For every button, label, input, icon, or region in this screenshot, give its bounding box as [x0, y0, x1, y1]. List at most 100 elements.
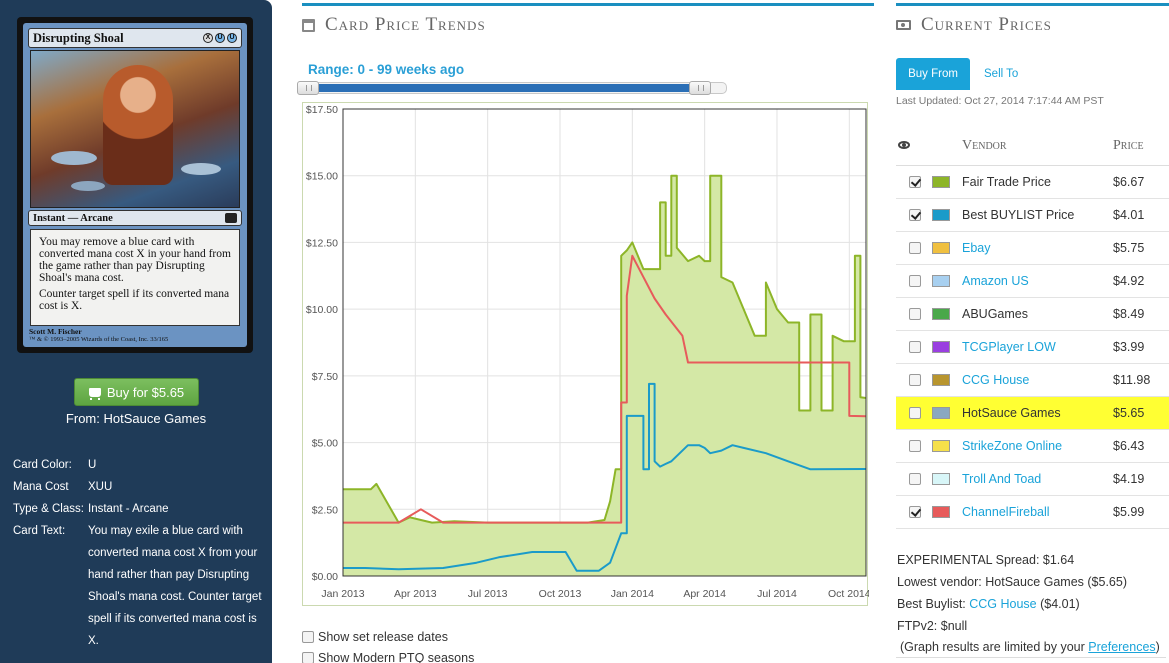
vendor-visibility-checkbox[interactable]: [909, 308, 921, 321]
best-buylist-vendor-link[interactable]: CCG House: [969, 597, 1037, 611]
vendor-visibility-checkbox[interactable]: [909, 341, 921, 354]
vendor-swatch-cell: [932, 231, 962, 265]
card-art: [30, 50, 240, 208]
vendor-color-swatch: [932, 407, 950, 420]
vendor-name[interactable]: Troll And Toad: [962, 471, 1042, 486]
range-label: Range: 0 - 99 weeks ago: [308, 62, 465, 77]
vendor-row: HotSauce Games $5.65: [896, 396, 1169, 430]
vendor-name-cell: Fair Trade Price: [962, 165, 1113, 199]
vendor-swatch-cell: [932, 495, 962, 529]
buy-button[interactable]: Buy for $5.65: [74, 378, 199, 406]
vendor-visibility-cell: [896, 165, 932, 199]
vendor-visibility-checkbox[interactable]: [909, 242, 921, 255]
art-figure: [103, 65, 173, 185]
shopping-cart-icon: [88, 387, 101, 400]
show-ptq-seasons-toggle[interactable]: Show Modern PTQ seasons: [302, 651, 474, 663]
vendor-visibility-checkbox[interactable]: [909, 176, 921, 189]
y-tick-label: $17.50: [306, 104, 338, 116]
vendor-visibility-checkbox[interactable]: [909, 506, 921, 519]
swatch-column-header: [932, 128, 962, 166]
vendor-visibility-checkbox[interactable]: [909, 473, 921, 486]
y-tick-label: $0.00: [312, 571, 338, 583]
eye-icon: [898, 141, 910, 150]
preferences-note-prefix: (Graph results are limited by your: [900, 640, 1089, 654]
show-release-dates-toggle[interactable]: Show set release dates: [302, 630, 448, 644]
range-slider-handle-start[interactable]: [297, 81, 319, 95]
vendor-swatch-cell: [932, 165, 962, 199]
price-stats: EXPERIMENTAL Spread: $1.64 Lowest vendor…: [897, 549, 1127, 637]
preferences-link[interactable]: Preferences: [1088, 640, 1156, 654]
vendor-swatch-cell: [932, 429, 962, 463]
best-buylist-price: ($4.01): [1036, 597, 1080, 611]
price-trends-title-text: Card Price Trends: [325, 14, 486, 35]
vendor-visibility-cell: [896, 198, 932, 232]
price-chart: $0.00 $2.50 $5.00 $7.50 $10.00 $12.50 $15.00 $1…: [302, 102, 869, 606]
vendor-price: $4.19: [1113, 462, 1169, 496]
vendor-visibility-checkbox[interactable]: [909, 209, 921, 222]
card-info: Card Color: U Mana Cost XUU Type & Class…: [13, 454, 263, 652]
vendor-name-cell: TCGPlayer LOW: [962, 330, 1113, 364]
y-tick-label: $7.50: [312, 371, 338, 383]
money-icon: [896, 20, 911, 30]
tab-buy-from[interactable]: Buy From: [896, 58, 970, 90]
y-tick-label: $5.00: [312, 438, 338, 450]
vendor-price: $6.43: [1113, 429, 1169, 463]
vendor-row: CCG House $11.98: [896, 363, 1169, 397]
current-prices-title-text: Current Prices: [921, 14, 1052, 35]
vendor-table: Vendor Price Fair Trade Price $6.67 Best B…: [896, 128, 1169, 529]
info-row-mana-cost: Mana Cost XUU: [13, 476, 263, 498]
vendor-name[interactable]: Ebay: [962, 240, 991, 255]
info-key: Mana Cost: [13, 481, 69, 493]
vendor-visibility-checkbox[interactable]: [909, 407, 921, 420]
vendor-name[interactable]: ChannelFireball: [962, 504, 1050, 519]
vendor-name[interactable]: TCGPlayer LOW: [962, 339, 1056, 354]
vendor-name: Best BUYLIST Price: [962, 207, 1075, 222]
vendor-swatch-cell: [932, 264, 962, 298]
vendor-name[interactable]: StrikeZone Online: [962, 438, 1063, 453]
show-ptq-seasons-label: Show Modern PTQ seasons: [318, 651, 475, 663]
vendor-color-swatch: [932, 341, 950, 354]
info-key: Type & Class:: [13, 503, 84, 515]
card-sidebar: Disrupting Shoal X U U Instant — Arcane …: [0, 0, 272, 663]
show-ptq-seasons-checkbox[interactable]: [302, 652, 314, 663]
plot-frame: [342, 108, 867, 577]
vendor-color-swatch: [932, 308, 950, 321]
vendor-price: $8.49: [1113, 297, 1169, 331]
range-slider-handle-end[interactable]: [688, 81, 711, 95]
vendor-visibility-cell: [896, 363, 932, 397]
tab-sell-to[interactable]: Sell To: [984, 68, 1019, 80]
vendor-row: TCGPlayer LOW $3.99: [896, 330, 1169, 364]
vendor-swatch-cell: [932, 396, 962, 430]
vendor-name-cell: ChannelFireball: [962, 495, 1113, 529]
vendor-name-cell: HotSauce Games: [962, 396, 1113, 430]
vendor-name[interactable]: CCG House: [962, 372, 1030, 387]
vendor-visibility-checkbox[interactable]: [909, 374, 921, 387]
card-inner: Disrupting Shoal X U U Instant — Arcane …: [23, 23, 247, 347]
price-tabs: Buy From Sell To: [896, 58, 1018, 90]
card-copyright: ™ & © 1993–2005 Wizards of the Coast, In…: [29, 336, 169, 343]
vendor-swatch-cell: [932, 330, 962, 364]
vendor-name: ABUGames: [962, 306, 1028, 321]
range-slider[interactable]: [297, 81, 727, 95]
mana-x-icon: X: [203, 33, 213, 43]
last-updated: Last Updated: Oct 27, 2014 7:17:44 AM PS…: [896, 95, 1104, 107]
best-buylist-prefix: Best Buylist:: [897, 597, 970, 611]
vendor-price: $5.75: [1113, 231, 1169, 265]
vendor-visibility-checkbox[interactable]: [909, 440, 921, 453]
vendor-visibility-cell: [896, 231, 932, 265]
show-release-dates-checkbox[interactable]: [302, 631, 314, 643]
price-trends-panel: Card Price Trends Range: 0 - 99 weeks ag…: [297, 0, 874, 663]
vendor-visibility-cell: [896, 396, 932, 430]
vendor-color-swatch: [932, 473, 950, 486]
vendor-swatch-cell: [932, 462, 962, 496]
y-tick-label: $12.50: [306, 237, 338, 249]
divider: [896, 657, 1166, 658]
vendor-row: ABUGames $8.49: [896, 297, 1169, 331]
vendor-swatch-cell: [932, 297, 962, 331]
vendor-visibility-checkbox[interactable]: [909, 275, 921, 288]
visibility-column-header: [896, 128, 932, 166]
series-line-channelfireball: [343, 254, 867, 524]
mana-blue-icon: U: [215, 33, 225, 43]
x-tick-label: Apr 2014: [683, 588, 726, 600]
vendor-name[interactable]: Amazon US: [962, 273, 1029, 288]
